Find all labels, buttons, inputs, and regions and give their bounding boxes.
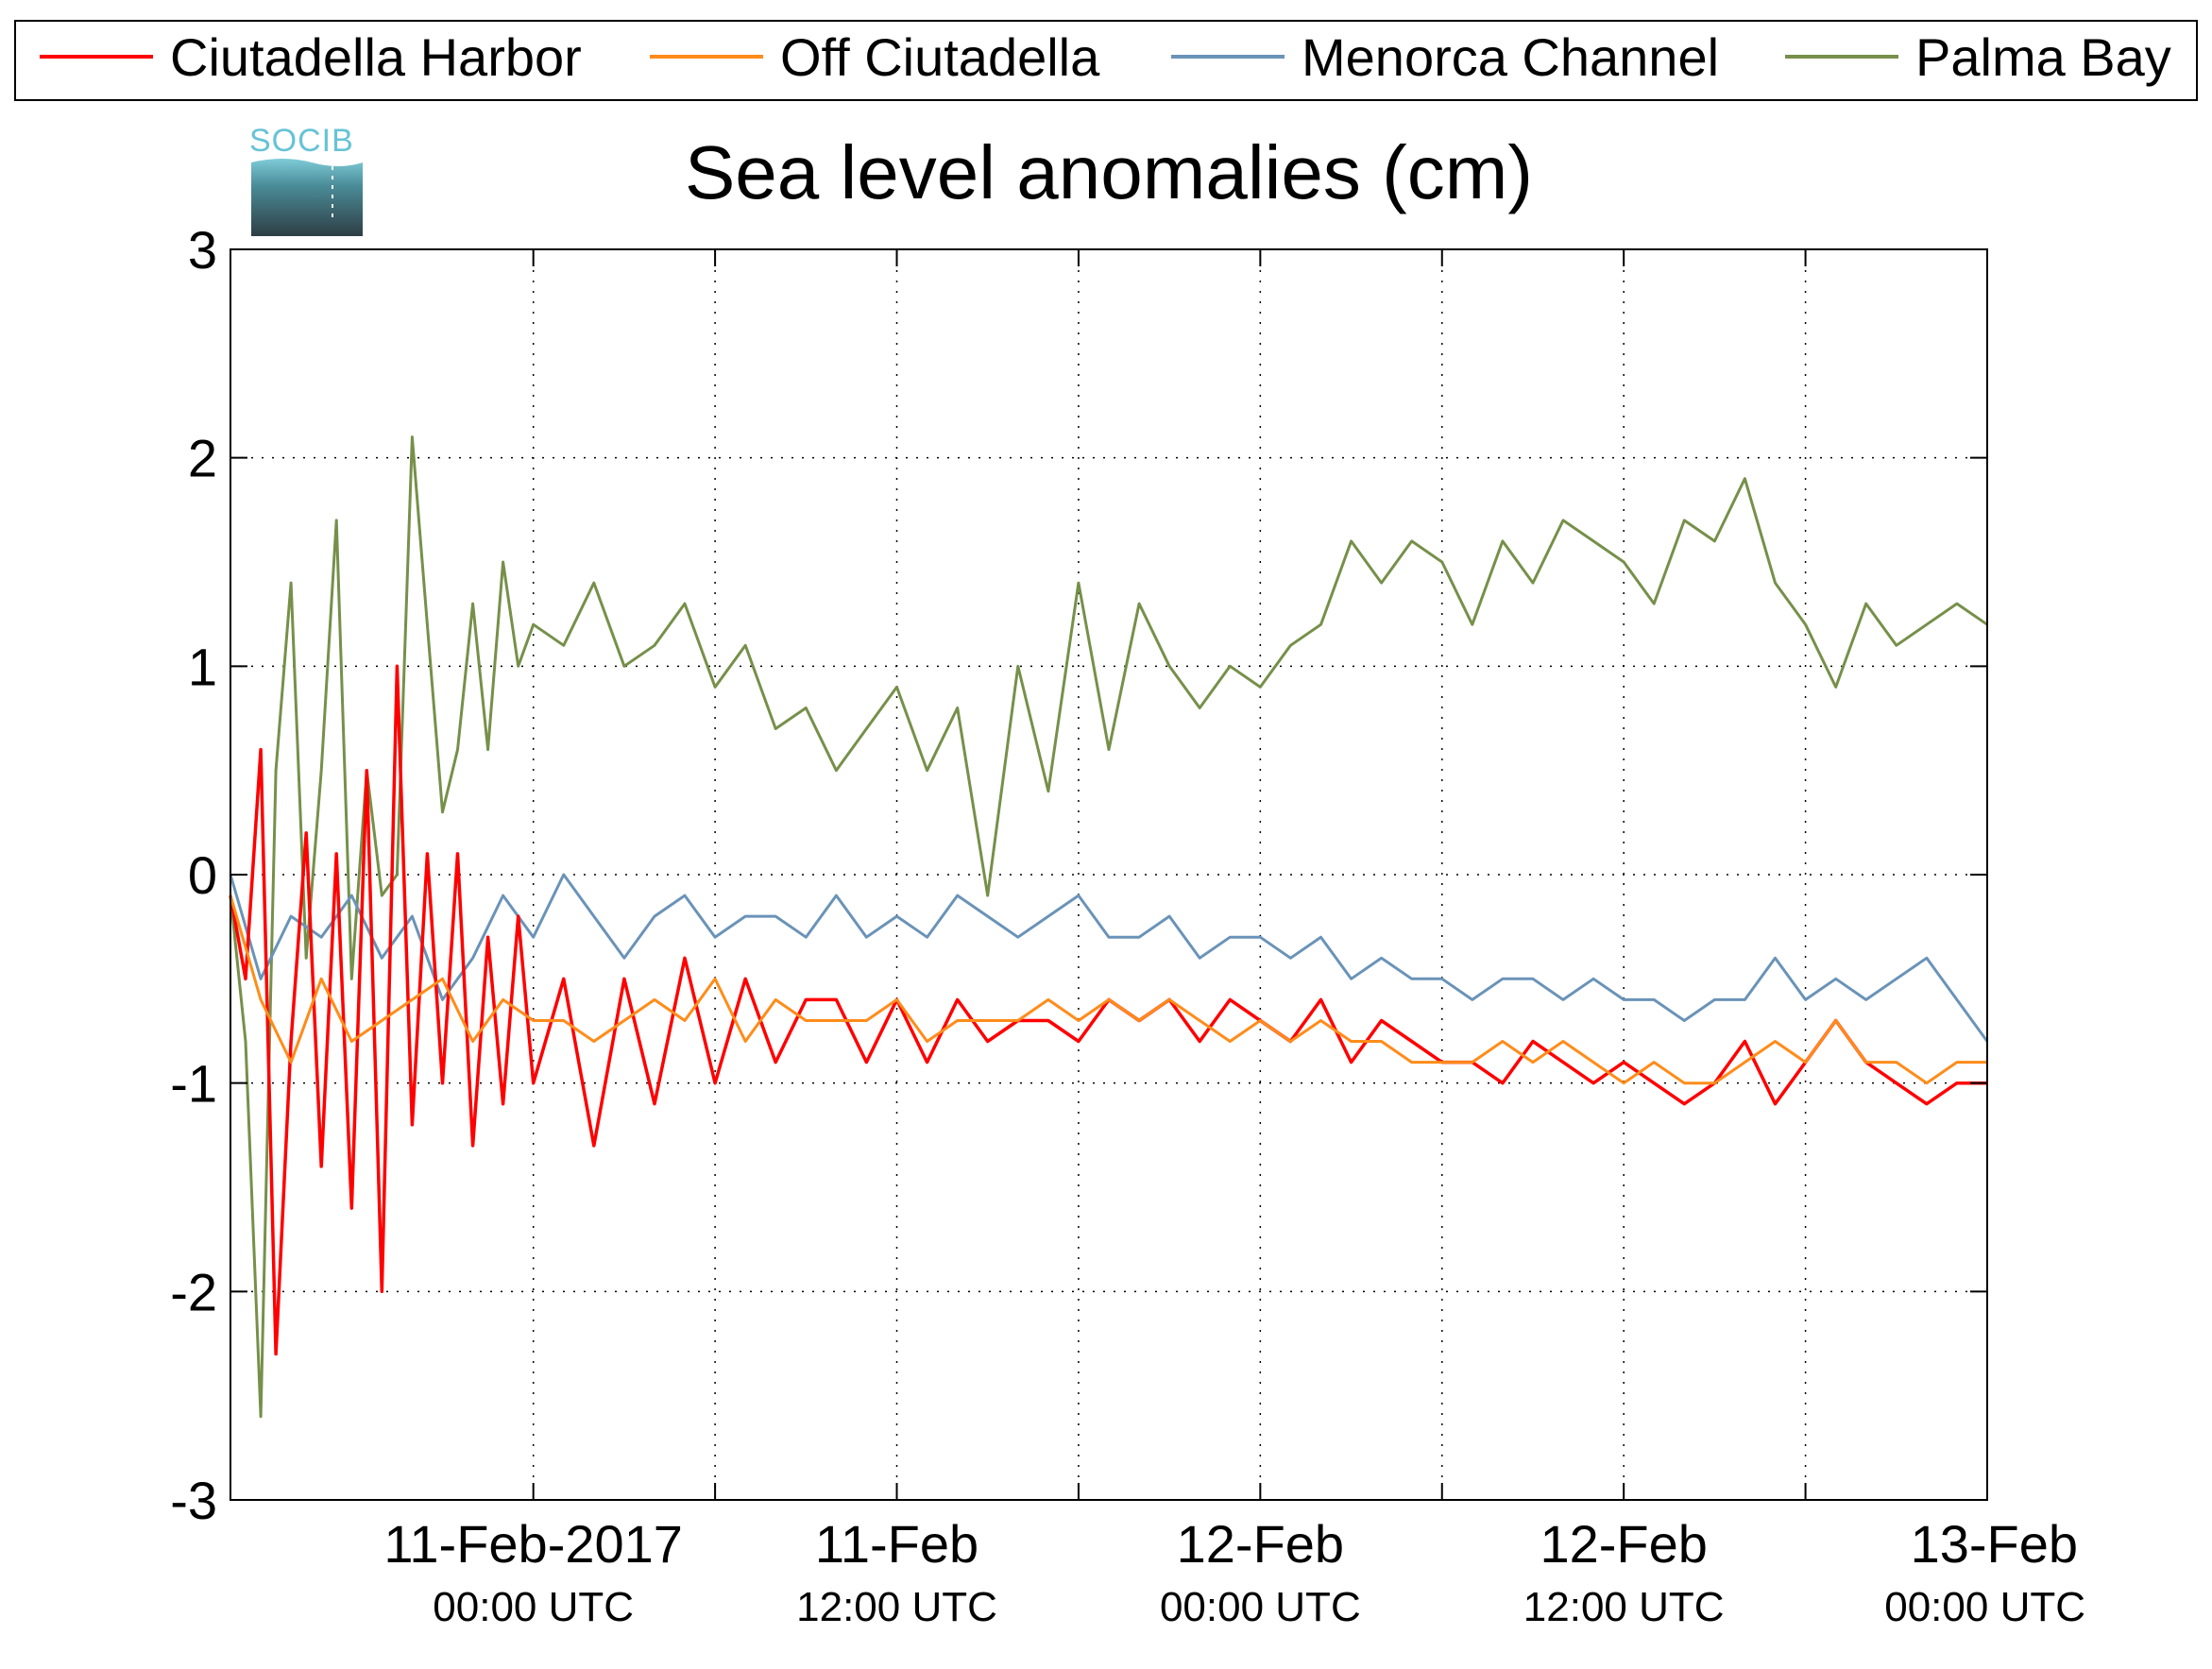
- x-tick-label-date: 13-Feb: [1911, 1514, 2078, 1574]
- y-tick-label: 3: [188, 220, 217, 280]
- logo-text: SOCIB: [249, 123, 354, 159]
- y-tick-label: 0: [188, 845, 217, 905]
- series-line-ciutadella-harbor: [229, 664, 1987, 1356]
- x-tick-label-date: 11-Feb-2017: [383, 1514, 683, 1574]
- x-tick-label-date: 11-Feb: [815, 1514, 978, 1574]
- logo-wave-icon: [251, 159, 363, 236]
- x-tick-label-time: 12:00 UTC: [1523, 1584, 1725, 1630]
- legend-label-menorca-channel: Menorca Channel: [1302, 27, 1719, 87]
- y-axis-tick-labels: -3 -2 -1 0 1 2 3: [170, 220, 217, 1530]
- legend-label-off-ciutadella: Off Ciutadella: [780, 27, 1100, 87]
- series-line-off-ciutadella: [229, 894, 1987, 1085]
- plot-frame: [230, 248, 1988, 1501]
- y-tick-label: 2: [188, 429, 217, 488]
- x-tick-label-time: 12:00 UTC: [796, 1584, 997, 1630]
- x-tick-label-date: 12-Feb: [1540, 1514, 1707, 1574]
- series-line-palma-bay: [229, 435, 1988, 1419]
- grid: [230, 249, 1988, 1500]
- series-lines: [229, 435, 1989, 1419]
- legend-label-palma-bay: Palma Bay: [1915, 27, 2171, 87]
- y-tick-label: 1: [188, 637, 217, 696]
- y-tick-label: -1: [170, 1054, 217, 1114]
- series-line-menorca-channel: [229, 873, 1989, 1043]
- legend-box: [14, 20, 2198, 101]
- chart-title: Sea level anomalies (cm): [685, 130, 1533, 214]
- y-tick-label: -2: [170, 1262, 217, 1321]
- legend: Ciutadella Harbor Off Ciutadella Menorca…: [14, 20, 2198, 101]
- x-tick-label-time: 00:00 UTC: [433, 1584, 634, 1630]
- x-tick-label-time: 00:00 UTC: [1884, 1584, 2085, 1630]
- x-tick-label-time: 00:00 UTC: [1160, 1584, 1361, 1630]
- axis-ticks: [230, 248, 1988, 1501]
- socib-logo: SOCIB: [249, 123, 363, 236]
- legend-label-ciutadella-harbor: Ciutadella Harbor: [170, 27, 582, 87]
- x-axis-tick-labels: 11-Feb-2017 00:00 UTC 11-Feb 12:00 UTC 12-Fe…: [383, 1514, 2085, 1630]
- y-tick-label: -3: [170, 1471, 217, 1530]
- x-tick-label-date: 12-Feb: [1177, 1514, 1344, 1574]
